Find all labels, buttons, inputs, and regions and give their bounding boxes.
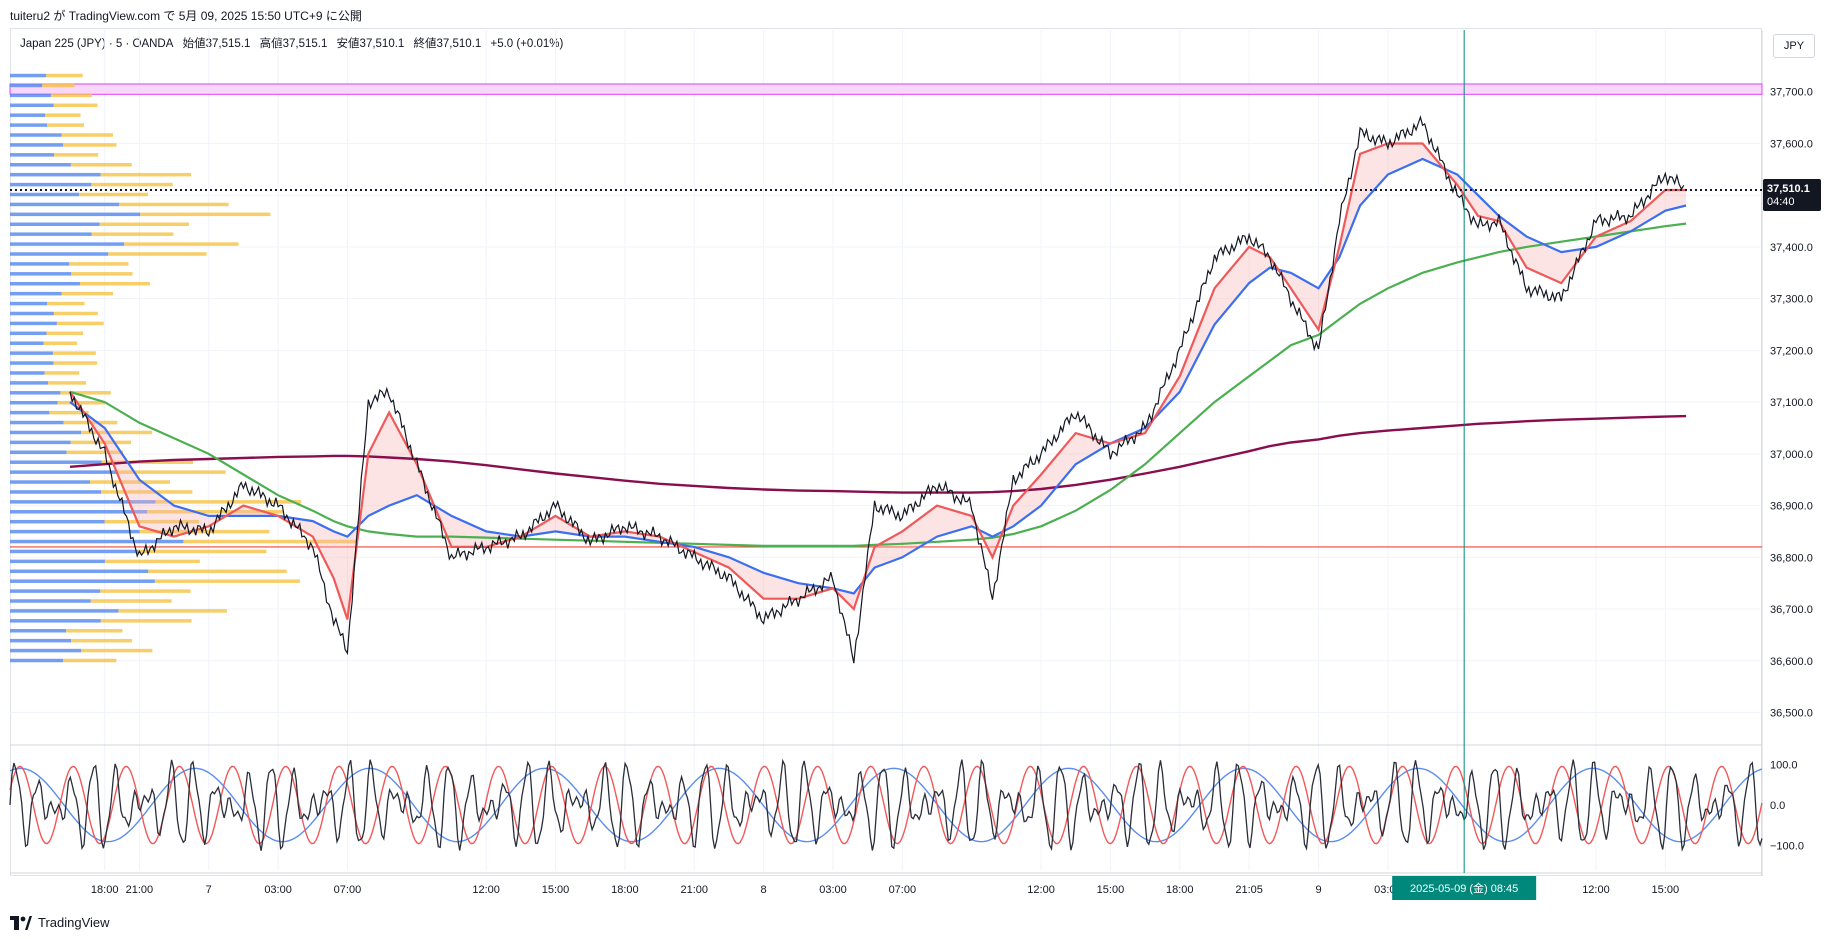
ohlc-change: +5.0 (+0.01%)	[490, 38, 564, 50]
last-price-label: 37,510.1	[1767, 183, 1810, 195]
time-tick-label: 18:00	[611, 884, 639, 896]
time-tick-label: 12:00	[1582, 884, 1610, 896]
countdown-label: 04:40	[1767, 196, 1795, 208]
time-axis: 18:00 21:00 7 03:00 07:00 12:00 15:00 18:00 21:0…	[91, 884, 1679, 896]
ohlc-low: 安値37,510.1	[336, 38, 405, 50]
publish-info: tuiteru2 が TradingView.com で 5月 09, 2025…	[10, 9, 362, 23]
time-tick-label: 7	[206, 884, 212, 896]
price-tick-label: 36,600.0	[1770, 656, 1813, 668]
currency-button[interactable]: JPY	[1773, 34, 1815, 58]
oscillator-tick-label: 0.0	[1770, 800, 1785, 812]
oscillator-tick-label: 100.0	[1770, 759, 1798, 771]
price-tick-label: 37,500.0	[1770, 190, 1813, 202]
price-tick-label: 37,600.0	[1770, 138, 1813, 150]
time-tick-label: 15:00	[1097, 884, 1125, 896]
chart-frame	[10, 28, 1762, 876]
tradingview-logo-icon	[10, 915, 32, 930]
last-price-tag	[1763, 178, 1821, 211]
time-tick-label: 15:00	[542, 884, 570, 896]
time-tick-label: 21:00	[126, 884, 154, 896]
price-tick-label: 37,700.0	[1770, 87, 1813, 99]
time-tick-label: 21:00	[680, 884, 708, 896]
price-tick-label: 36,800.0	[1770, 552, 1813, 564]
time-tick-label: 18:00	[91, 884, 119, 896]
price-tick-label: 37,300.0	[1770, 294, 1813, 306]
symbol-name[interactable]: Japan 225 (JPY) · 5 · OANDA	[20, 38, 174, 50]
crosshair-time-label: 2025-05-09 (金) 08:45	[1410, 881, 1518, 895]
time-tick-label: 03:00	[819, 884, 847, 896]
time-tick-label: 12:00	[472, 884, 500, 896]
footer: TradingView	[10, 915, 110, 930]
time-tick-label: 03:00	[264, 884, 292, 896]
price-tick-label: 36,900.0	[1770, 501, 1813, 513]
symbol-legend[interactable]: Japan 225 (JPY) · 5 · OANDA 始値37,515.1 高…	[20, 35, 569, 51]
time-tick-label: 8	[761, 884, 767, 896]
footer-brand: TradingView	[38, 915, 110, 930]
oscillator-tick-label: −100.0	[1770, 841, 1804, 853]
price-tick-label: 37,000.0	[1770, 449, 1813, 461]
time-tick-label: 12:00	[1027, 884, 1055, 896]
time-tick-label: 18:00	[1166, 884, 1194, 896]
price-tick-label: 36,500.0	[1770, 707, 1813, 719]
time-tick-label: 07:00	[334, 884, 362, 896]
time-tick-label: 03:00	[1374, 884, 1402, 896]
ohlc-close: 終値37,510.1	[413, 38, 482, 50]
time-tick-label: 07:00	[889, 884, 917, 896]
crosshair-time-tag	[1392, 876, 1537, 900]
price-tick-label: 37,100.0	[1770, 397, 1813, 409]
price-tick-label: 37,200.0	[1770, 345, 1813, 357]
price-axis: 36,500.0 36,600.0 36,700.0 36,800.0 36,900.0…	[1770, 87, 1813, 720]
time-tick-label: 21:05	[1235, 884, 1263, 896]
time-tick-label: 15:00	[1652, 884, 1680, 896]
price-tick-label: 37,400.0	[1770, 242, 1813, 254]
ohlc-high: 高値37,515.1	[259, 38, 328, 50]
time-tick-label: 9	[1315, 884, 1321, 896]
price-tick-label: 36,700.0	[1770, 604, 1813, 616]
ohlc-open: 始値37,515.1	[182, 38, 251, 50]
